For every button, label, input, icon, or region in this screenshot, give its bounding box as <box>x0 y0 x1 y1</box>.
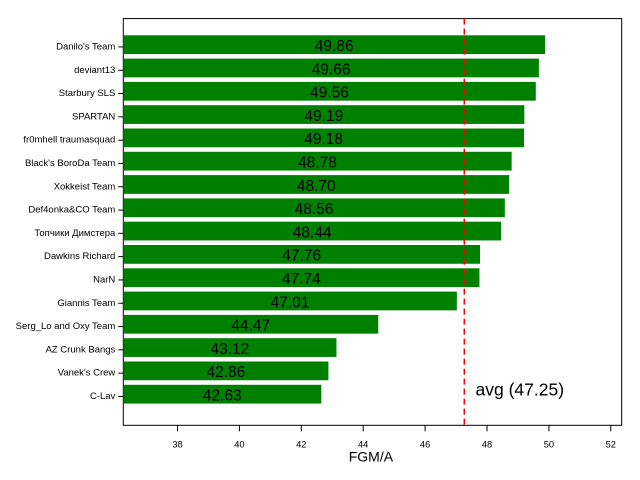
svg-text:48: 48 <box>482 440 492 450</box>
svg-text:NarN: NarN <box>93 274 115 285</box>
svg-text:Starbury SLS: Starbury SLS <box>59 88 116 99</box>
svg-text:Serg_Lo and Oxy Team: Serg_Lo and Oxy Team <box>16 321 116 332</box>
svg-text:47.01: 47.01 <box>271 294 310 311</box>
svg-text:C-Lav: C-Lav <box>90 391 116 402</box>
svg-text:40: 40 <box>234 440 244 450</box>
svg-text:48.70: 48.70 <box>297 178 336 195</box>
svg-text:49.19: 49.19 <box>304 108 343 125</box>
svg-text:AZ Crunk Bangs: AZ Crunk Bangs <box>46 344 116 355</box>
svg-text:49.86: 49.86 <box>315 38 354 55</box>
svg-text:43.12: 43.12 <box>210 341 249 358</box>
svg-text:49.66: 49.66 <box>312 61 351 78</box>
svg-text:42.86: 42.86 <box>206 364 245 381</box>
svg-text:Giannis Team: Giannis Team <box>57 298 115 309</box>
svg-text:47.76: 47.76 <box>282 248 321 265</box>
svg-text:38: 38 <box>172 440 182 450</box>
svg-text:Xokkeist Team: Xokkeist Team <box>54 181 116 192</box>
svg-text:Топчики Димстера: Топчики Димстера <box>34 228 116 239</box>
svg-text:48.78: 48.78 <box>298 155 337 172</box>
svg-text:Vanek's Crew: Vanek's Crew <box>58 368 116 379</box>
svg-text:49.56: 49.56 <box>310 85 349 102</box>
svg-text:Black's BoroDa Team: Black's BoroDa Team <box>25 158 115 169</box>
svg-text:50: 50 <box>544 440 554 450</box>
svg-text:Def4onka&CO Team: Def4onka&CO Team <box>28 205 115 216</box>
svg-text:deviant13: deviant13 <box>74 65 115 76</box>
svg-text:avg (47.25): avg (47.25) <box>476 380 565 400</box>
svg-text:42.63: 42.63 <box>203 388 242 405</box>
svg-text:Dawkins Richard: Dawkins Richard <box>44 251 115 262</box>
svg-text:42: 42 <box>296 440 306 450</box>
svg-text:Danilo's Team: Danilo's Team <box>56 41 115 52</box>
svg-text:52: 52 <box>606 440 616 450</box>
svg-text:fr0mhell traumasquad: fr0mhell traumasquad <box>23 135 115 146</box>
svg-text:49.18: 49.18 <box>304 131 343 148</box>
svg-text:48.56: 48.56 <box>295 201 334 218</box>
svg-text:SPARTAN: SPARTAN <box>72 111 115 122</box>
svg-text:46: 46 <box>420 440 430 450</box>
svg-text:48.44: 48.44 <box>293 224 332 241</box>
svg-text:47.74: 47.74 <box>282 271 321 288</box>
svg-text:FGM/A: FGM/A <box>349 448 394 464</box>
svg-text:44.47: 44.47 <box>231 318 270 335</box>
